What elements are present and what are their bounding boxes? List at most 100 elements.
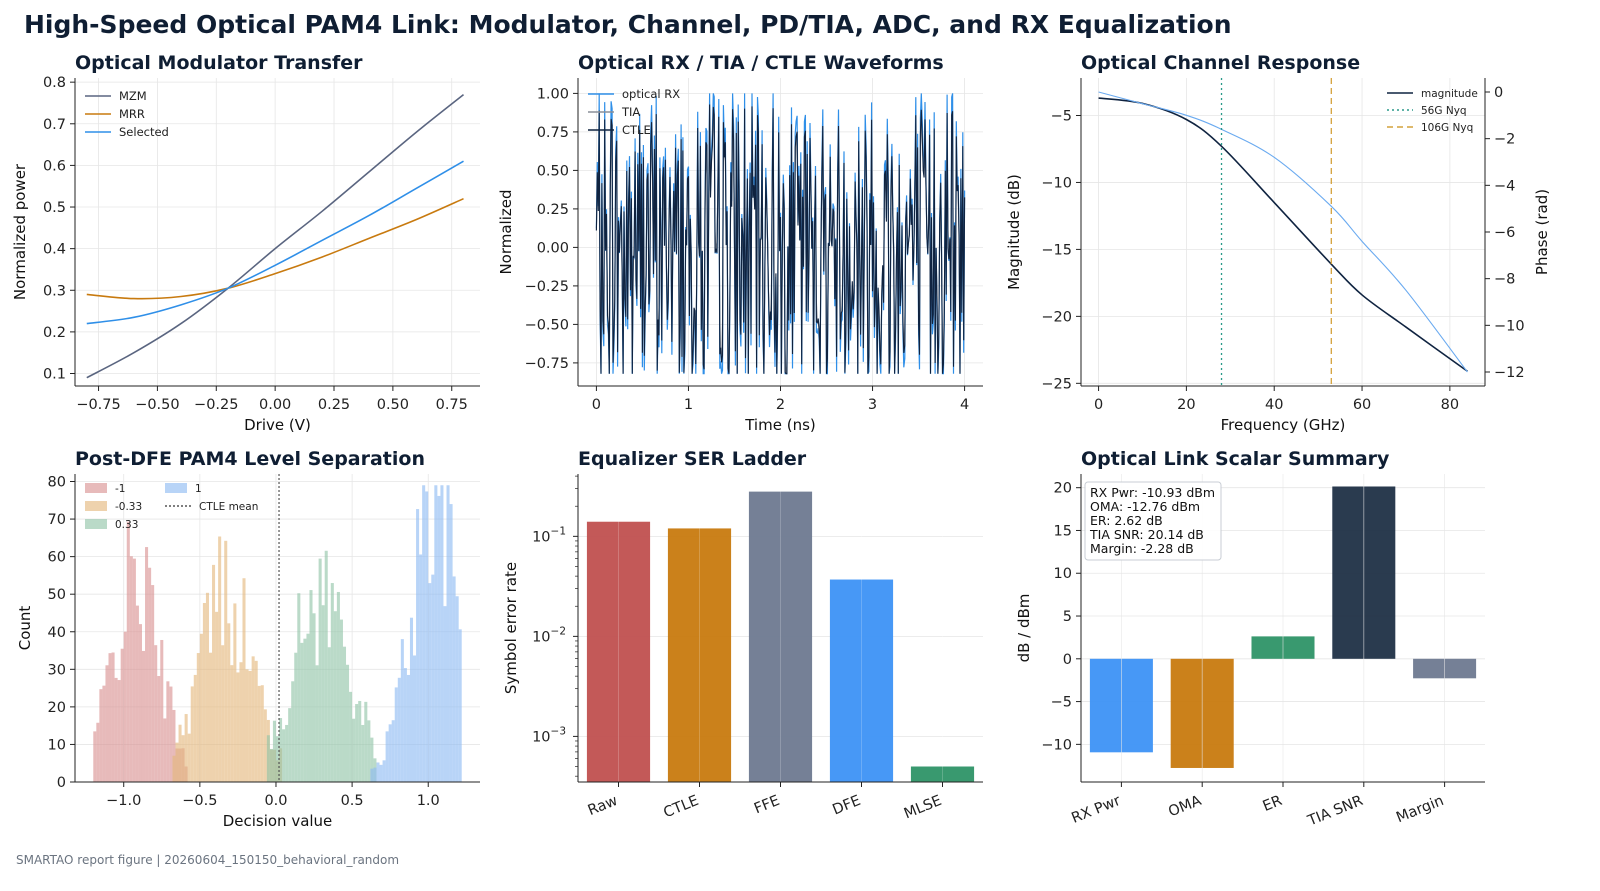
x-tick-label: OMA bbox=[1166, 793, 1203, 821]
y-tick-label: 0.3 bbox=[43, 283, 66, 299]
histogram-bar bbox=[327, 647, 331, 782]
histogram-bar bbox=[449, 504, 453, 782]
x-tick-label: −1.0 bbox=[106, 793, 141, 809]
y-tick-label: 40 bbox=[48, 625, 66, 641]
histogram-bar bbox=[294, 652, 298, 782]
histogram-bar bbox=[370, 768, 374, 782]
histogram-bar bbox=[148, 567, 152, 782]
histogram-bar bbox=[455, 596, 459, 782]
x-tick-label: 0.50 bbox=[377, 397, 409, 413]
legend-label: MRR bbox=[119, 107, 145, 121]
y-axis-label: Normalized bbox=[497, 189, 515, 274]
series-line-selected bbox=[86, 160, 464, 325]
histogram-bar bbox=[193, 674, 197, 782]
histogram-bar bbox=[212, 564, 216, 782]
legend-label: CTLE bbox=[622, 123, 651, 137]
histogram-bar bbox=[132, 558, 136, 782]
histogram-bar bbox=[208, 652, 213, 782]
histogram-bar bbox=[199, 633, 203, 782]
histogram-bar bbox=[409, 617, 414, 782]
series-line-magnitude bbox=[1098, 97, 1468, 372]
histogram-bar bbox=[397, 677, 401, 782]
y-tick-label: 15 bbox=[1054, 523, 1072, 539]
y-tick-label: 60 bbox=[48, 550, 66, 566]
x-tick-label: FFE bbox=[752, 793, 782, 818]
legend-label: -0.33 bbox=[115, 501, 142, 513]
histogram-bar bbox=[117, 680, 121, 782]
histogram-bar bbox=[160, 639, 164, 782]
bar-raw bbox=[586, 521, 651, 782]
histogram-bar bbox=[269, 748, 273, 782]
histogram-bar bbox=[373, 767, 377, 782]
histogram-bar bbox=[434, 485, 438, 782]
histogram-bar bbox=[163, 718, 167, 782]
histogram-bar bbox=[312, 613, 316, 782]
x-tick-label: 0 bbox=[592, 397, 601, 413]
series-line-mrr bbox=[86, 197, 464, 300]
histogram-bar bbox=[431, 574, 435, 782]
histogram-bar bbox=[266, 735, 270, 782]
x-tick-label: 2 bbox=[776, 397, 785, 413]
bar-mlse bbox=[910, 766, 975, 782]
series-line-phase bbox=[1098, 91, 1468, 373]
y2-tick-label: −8 bbox=[1494, 272, 1515, 288]
x-tick-label: MLSE bbox=[902, 793, 944, 822]
y2-tick-label: −2 bbox=[1494, 132, 1515, 148]
histogram-bar bbox=[388, 724, 392, 782]
histogram-bar bbox=[339, 619, 343, 782]
histogram-bar bbox=[288, 708, 292, 782]
y-axis-label: Magnitude (dB) bbox=[1005, 174, 1023, 290]
x-axis-label: Drive (V) bbox=[244, 416, 311, 434]
histogram-bar bbox=[169, 686, 173, 782]
y2-tick-label: 0 bbox=[1494, 85, 1503, 101]
bar-ctle bbox=[667, 528, 732, 782]
histogram-bar bbox=[233, 603, 237, 782]
legend-label: 0.33 bbox=[115, 519, 138, 531]
histogram-bar bbox=[306, 633, 310, 782]
y-tick-label: 0.2 bbox=[43, 325, 66, 341]
histogram-bar bbox=[403, 668, 407, 782]
y-tick-label: 0.25 bbox=[537, 202, 569, 218]
histogram-bar bbox=[336, 591, 340, 782]
histogram-bar bbox=[346, 664, 350, 782]
histogram-bar bbox=[443, 606, 447, 782]
y-tick-label: 0.6 bbox=[43, 158, 66, 174]
histogram-bar bbox=[242, 578, 246, 782]
histogram-bar bbox=[175, 742, 179, 782]
histogram-bar bbox=[108, 653, 112, 782]
histogram-bar bbox=[172, 709, 176, 782]
histogram-bar bbox=[187, 733, 191, 782]
figure-footer: SMARTAO report figure | 20260604_150150_… bbox=[16, 853, 400, 867]
histogram-bar bbox=[413, 655, 417, 782]
histogram-bar bbox=[428, 583, 432, 782]
y-tick-label: 0 bbox=[57, 775, 66, 791]
annotation-line: RX Pwr: -10.93 dBm bbox=[1090, 485, 1215, 500]
histogram-bar bbox=[236, 672, 240, 782]
y-tick-label: −0.75 bbox=[525, 356, 569, 372]
histogram-bar bbox=[99, 689, 103, 782]
legend-swatch bbox=[85, 501, 107, 511]
legend-label: CTLE mean bbox=[199, 501, 258, 513]
x-tick-label: 1 bbox=[684, 397, 693, 413]
histogram-bar bbox=[382, 760, 386, 782]
annotation-box bbox=[1084, 481, 1222, 561]
x-tick-label: Raw bbox=[586, 793, 620, 819]
x-tick-label: −0.75 bbox=[76, 397, 120, 413]
panel-ser-ladder: Equalizer SER Ladder 10−3 10−2 10−1 Raw CTLE F… bbox=[502, 448, 983, 822]
legend-swatch bbox=[165, 483, 187, 493]
histogram-bar bbox=[141, 650, 146, 782]
y-tick-label: 0.7 bbox=[43, 117, 66, 133]
x-tick-label: 0.25 bbox=[318, 397, 350, 413]
y-tick-label: 10 bbox=[48, 737, 66, 753]
x-tick-label: −0.50 bbox=[135, 397, 179, 413]
histogram-bar bbox=[425, 491, 429, 782]
histogram-bar bbox=[230, 665, 234, 782]
y2-tick-label: −12 bbox=[1494, 365, 1525, 381]
x-tick-label: 0 bbox=[1094, 397, 1103, 413]
histogram-bar bbox=[126, 521, 130, 782]
panel-title: Optical Channel Response bbox=[1081, 52, 1360, 74]
y-tick-label: 5 bbox=[1063, 609, 1072, 625]
x-tick-label: Margin bbox=[1394, 793, 1446, 826]
histogram-bar bbox=[224, 540, 228, 782]
